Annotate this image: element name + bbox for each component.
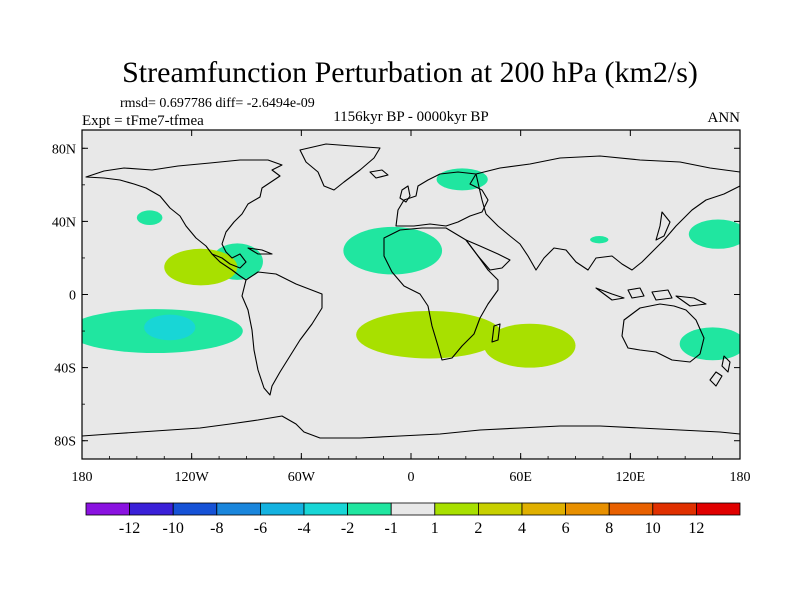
colorbar-swatch	[129, 502, 174, 516]
colorbar-label: -8	[210, 520, 223, 537]
coast-greenland	[299, 143, 381, 191]
anomaly-south-atlantic-positive	[356, 310, 503, 359]
coast-britain	[399, 185, 411, 203]
coast-north-america	[85, 159, 283, 269]
anomaly-central-asia-negative	[590, 236, 609, 244]
anomaly-north-pacific-small-positive	[136, 210, 163, 226]
colorbar-swatch	[565, 502, 610, 516]
x-tick-label: 0	[408, 470, 415, 485]
colorbar-label: 2	[474, 520, 482, 537]
colorbar-label: -4	[297, 520, 310, 537]
colorbar-swatch	[85, 502, 130, 516]
y-tick-label: 0	[69, 289, 76, 304]
y-tick-label: 40S	[54, 362, 76, 377]
x-tick-label: 180	[730, 470, 751, 485]
colorbar: -12 -10 -8 -6 -4 -2 -1 1 2 4 6 8 10 12	[85, 502, 741, 537]
anomaly-gulf-mexico-positive	[164, 248, 238, 286]
map-area	[82, 130, 740, 459]
period-label: 1156kyr BP - 0000kyr BP	[333, 109, 489, 125]
colorbar-label: 8	[605, 520, 613, 537]
colorbar-swatch	[434, 502, 479, 516]
season-label: ANN	[708, 110, 741, 126]
coast-south-america	[241, 271, 323, 396]
y-tick-label: 80N	[52, 142, 76, 157]
x-tick-label: 60W	[288, 470, 316, 485]
anomaly-australia-east-negative	[679, 327, 740, 361]
anomaly-south-pacific-core	[144, 314, 196, 341]
coast-europe	[395, 171, 489, 227]
colorbar-swatch	[303, 502, 348, 516]
x-tick-label: 120E	[616, 470, 646, 485]
colorbar-swatch	[696, 502, 741, 516]
x-tick-label: 180	[72, 470, 93, 485]
anomaly-north-atlantic-negative	[343, 226, 443, 275]
coast-cuba	[247, 247, 273, 255]
colorbar-label: 1	[431, 520, 439, 537]
colorbar-swatch	[608, 502, 654, 516]
coast-antarctica	[82, 415, 740, 439]
map-background	[82, 130, 740, 459]
anomaly-south-indian-positive	[484, 323, 576, 368]
colorbar-swatch	[390, 502, 436, 516]
coast-new-guinea	[675, 295, 707, 307]
colorbar-label: -12	[119, 520, 140, 537]
colorbar-swatch	[652, 502, 697, 516]
coast-madagascar	[491, 323, 501, 343]
colorbar-label: -1	[385, 520, 398, 537]
experiment-label: Expt = tFme7-tfmea	[82, 113, 204, 129]
colorbar-label: -2	[341, 520, 354, 537]
colorbar-label: 4	[518, 520, 526, 537]
colorbar-label: -10	[163, 520, 184, 537]
coast-new-zealand	[709, 355, 731, 387]
colorbar-swatch	[521, 502, 566, 516]
x-axis: 180 120W 60W 0 60E 120E 180	[72, 130, 751, 485]
coast-asia	[475, 155, 740, 271]
anomaly-west-pacific-negative	[688, 219, 740, 249]
colorbar-swatch	[216, 502, 261, 516]
y-tick-label: 80S	[54, 435, 76, 450]
y-axis: 80N 40N 0 40S 80S	[52, 142, 740, 450]
colorbar-label: 10	[645, 520, 661, 537]
colorbar-label: 12	[688, 520, 704, 537]
anomaly-scandinavia-negative	[436, 168, 488, 191]
coast-africa	[383, 227, 499, 361]
chart-title: Streamfunction Perturbation at 200 hPa (…	[122, 56, 698, 89]
coast-central-america	[211, 253, 247, 281]
colorbar-swatch	[259, 502, 305, 516]
stats-text: rmsd= 0.697786 diff= -2.6494e-09	[120, 96, 315, 111]
x-tick-label: 60E	[509, 470, 532, 485]
colorbar-label: 6	[562, 520, 570, 537]
colorbar-swatch	[347, 502, 392, 516]
coast-japan	[655, 211, 671, 241]
coast-indonesia	[595, 287, 673, 301]
y-tick-label: 40N	[52, 215, 76, 230]
coastlines	[82, 143, 740, 439]
colorbar-swatch	[477, 502, 523, 516]
coast-arabia	[465, 239, 511, 271]
coast-iceland	[369, 169, 389, 179]
colorbar-swatch	[172, 502, 218, 516]
x-tick-label: 120W	[175, 470, 210, 485]
coast-australia	[621, 303, 705, 363]
colorbar-label: -6	[254, 520, 267, 537]
